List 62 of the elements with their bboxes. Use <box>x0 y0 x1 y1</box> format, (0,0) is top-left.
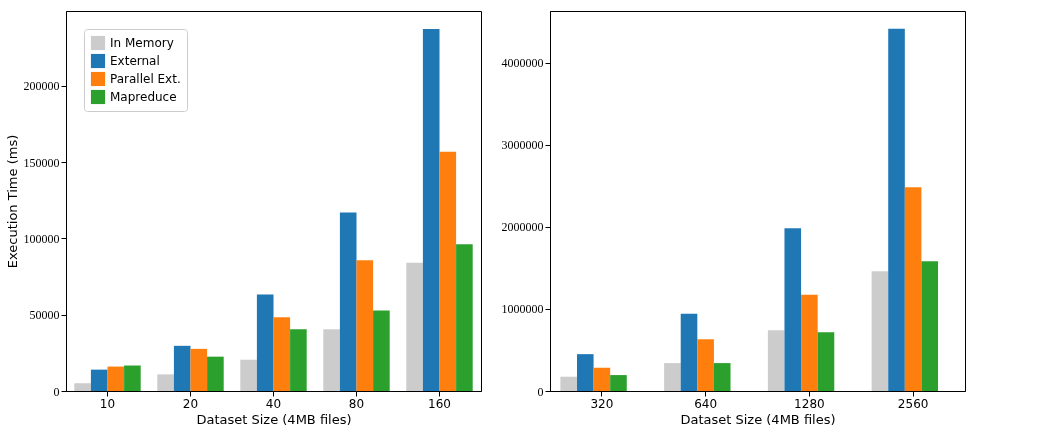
bar <box>124 365 141 391</box>
bar <box>439 151 457 391</box>
bar <box>871 271 889 391</box>
bar <box>173 345 191 391</box>
bar <box>90 369 108 391</box>
bar <box>904 187 922 391</box>
x-tick-label: 160 <box>428 396 451 411</box>
bar <box>801 294 818 391</box>
x-tick-label: 320 <box>590 396 614 411</box>
bar <box>888 28 905 391</box>
bar <box>767 330 785 391</box>
bar <box>339 212 357 391</box>
bar <box>240 359 257 391</box>
bar <box>290 329 307 391</box>
y-tick-label: 0 <box>53 384 60 399</box>
y-tick-label: 200000 <box>23 79 60 94</box>
y-tick-label: 50000 <box>29 308 60 323</box>
bar <box>207 356 224 391</box>
bar <box>373 310 390 391</box>
legend-label: In Memory <box>110 36 174 50</box>
bar <box>456 244 473 391</box>
bar <box>921 261 939 391</box>
x-tick-label: 40 <box>265 396 282 411</box>
bar <box>784 228 802 391</box>
bar <box>74 383 91 391</box>
x-tick-label: 20 <box>182 396 199 411</box>
x-tick-label: 10 <box>99 396 116 411</box>
x-tick-label: 2560 <box>897 396 929 411</box>
legend-label: External <box>110 54 160 68</box>
bar <box>664 363 681 391</box>
bar <box>593 367 611 391</box>
y-tick-label: 100000 <box>23 231 60 246</box>
bar <box>817 332 835 391</box>
bar <box>680 313 698 391</box>
y-tick-label: 1000000 <box>501 302 544 317</box>
bar <box>157 374 174 391</box>
bar <box>323 329 340 391</box>
y-tick-label: 4000000 <box>501 56 544 71</box>
bar <box>697 339 714 391</box>
bar <box>256 294 274 391</box>
y-tick-label: 0 <box>537 384 544 399</box>
bar <box>560 376 577 391</box>
bar <box>610 375 627 391</box>
bar <box>406 262 423 391</box>
bar <box>190 348 208 391</box>
x-axis-title: Dataset Size (4MB files) <box>196 411 352 427</box>
x-tick-label: 640 <box>694 396 718 411</box>
bar <box>356 260 374 391</box>
y-tick-label: 3000000 <box>501 138 544 153</box>
bar <box>422 29 440 391</box>
y-tick-label: 150000 <box>23 155 60 170</box>
x-tick-label: 1280 <box>794 396 825 411</box>
bar <box>576 354 594 391</box>
x-axis-title: Dataset Size (4MB files) <box>680 411 836 427</box>
y-axis-title: Execution Time (ms) <box>4 134 20 269</box>
bar <box>273 317 291 391</box>
x-tick-label: 80 <box>348 396 365 411</box>
legend-label: Parallel Ext. <box>110 72 181 86</box>
bar <box>107 366 125 391</box>
y-tick-label: 2000000 <box>501 220 544 235</box>
legend-label: Mapreduce <box>110 90 177 104</box>
bar <box>713 363 731 391</box>
